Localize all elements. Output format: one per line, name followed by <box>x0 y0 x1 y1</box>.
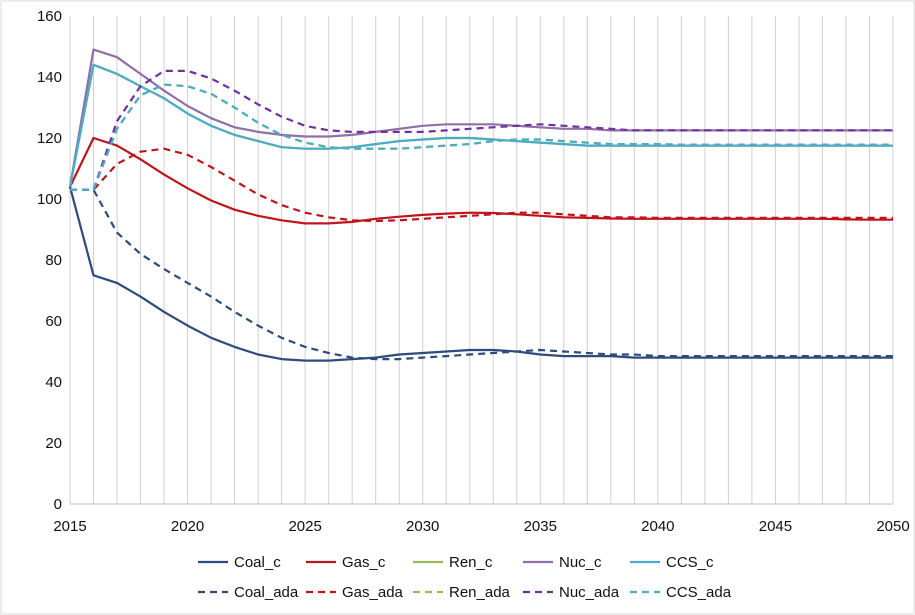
legend-item-gas-c: Gas_c <box>306 554 386 571</box>
y-tick-label: 0 <box>54 496 62 513</box>
legend-item-ren-c: Ren_c <box>413 554 493 571</box>
x-tick-label: 2040 <box>641 518 674 535</box>
y-tick-label: 120 <box>37 130 62 147</box>
legend-item-ccs-ada: CCS_ada <box>630 584 732 601</box>
x-tick-label: 2020 <box>171 518 204 535</box>
x-tick-label: 2030 <box>406 518 439 535</box>
x-tick-label: 2045 <box>759 518 792 535</box>
legend-label: Ren_c <box>449 554 493 571</box>
legend-item-ren-ada: Ren_ada <box>413 584 511 601</box>
y-tick-label: 80 <box>45 252 62 269</box>
legend-label: Nuc_c <box>559 554 602 571</box>
legend-item-gas-ada: Gas_ada <box>306 584 404 601</box>
x-tick-label: 2050 <box>876 518 909 535</box>
legend-item-nuc-ada: Nuc_ada <box>523 584 620 601</box>
series-line-gas-c <box>69 136 893 225</box>
legend-label: Gas_c <box>342 554 386 571</box>
series-lines <box>68 48 893 362</box>
legend-label: CCS_ada <box>666 584 732 601</box>
y-tick-label: 20 <box>45 435 62 452</box>
legend-item-ccs-c: CCS_c <box>630 554 714 571</box>
legend: Coal_c Gas_c Ren_c Nuc_c CCS_c Coal_ada Gas_ad… <box>198 554 732 601</box>
series-line-coal-c <box>68 186 893 362</box>
legend-label: CCS_c <box>666 554 714 571</box>
legend-item-coal-ada: Coal_ada <box>198 584 299 601</box>
x-tick-label: 2025 <box>288 518 321 535</box>
legend-item-nuc-c: Nuc_c <box>523 554 602 571</box>
y-tick-label: 160 <box>37 8 62 25</box>
series-line-ccs-ada <box>70 83 893 191</box>
y-tick-label: 40 <box>45 374 62 391</box>
gridlines <box>69 16 894 504</box>
y-tick-label: 100 <box>37 191 62 208</box>
series-line-coal-ada <box>70 188 893 361</box>
legend-label: Gas_ada <box>342 584 404 601</box>
series-line-nuc-ada <box>70 69 893 191</box>
legend-item-coal-c: Coal_c <box>198 554 281 571</box>
legend-label: Nuc_ada <box>559 584 620 601</box>
legend-label: Coal_ada <box>234 584 299 601</box>
x-tick-label: 2035 <box>524 518 557 535</box>
x-tick-label: 2015 <box>53 518 86 535</box>
legend-label: Coal_c <box>234 554 281 571</box>
y-tick-label: 140 <box>37 69 62 86</box>
y-tick-label: 60 <box>45 313 62 330</box>
legend-label: Ren_ada <box>449 584 511 601</box>
